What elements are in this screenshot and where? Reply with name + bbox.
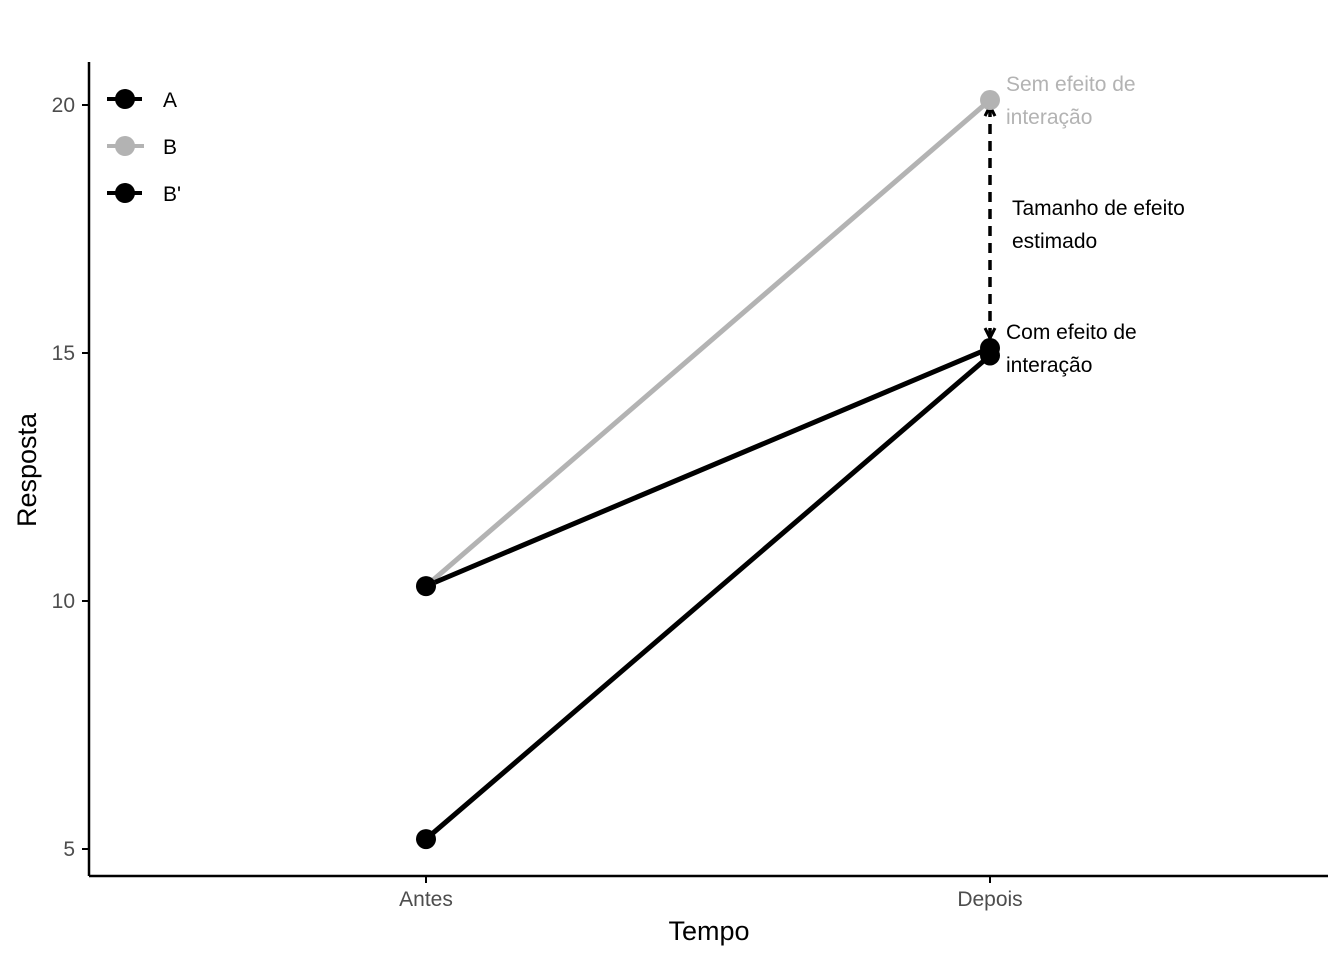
y-tick-label: 10 xyxy=(52,590,75,613)
series-points xyxy=(416,90,1000,850)
y-axis-title: Resposta xyxy=(12,412,42,527)
point-bprime-antes xyxy=(416,576,436,597)
legend-key-a xyxy=(107,89,144,109)
legend-label-a: A xyxy=(163,89,177,112)
y-tick-label: 15 xyxy=(52,342,75,365)
x-tick-label: Antes xyxy=(399,888,453,911)
annotation-no-interaction-line2: interação xyxy=(1006,106,1092,129)
legend-label-bprime: B' xyxy=(163,183,181,206)
y-tick-label: 5 xyxy=(63,838,75,861)
annotation-with-interaction-line1: Com efeito de xyxy=(1006,321,1137,344)
x-axis-title: Tempo xyxy=(668,916,749,946)
legend: A B B' xyxy=(107,89,181,206)
annotation-effect-size-line2: estimado xyxy=(1012,230,1097,253)
legend-key-point xyxy=(115,183,135,203)
legend-key-point xyxy=(115,136,135,156)
annotation-effect-size-line1: Tamanho de efeito xyxy=(1012,197,1185,220)
annotation-no-interaction-line1: Sem efeito de xyxy=(1006,73,1136,96)
effect-arrow xyxy=(983,102,997,342)
point-bprime-depois xyxy=(980,338,1000,359)
axes: 5 10 15 20 Antes Depois xyxy=(52,62,1328,911)
x-tick-label: Depois xyxy=(957,888,1022,911)
legend-key-bprime xyxy=(107,183,144,203)
series-line-a xyxy=(424,353,992,841)
series-line-b xyxy=(424,98,992,589)
legend-key-point xyxy=(115,89,135,109)
annotation-with-interaction-line2: interação xyxy=(1006,354,1092,377)
legend-label-b: B xyxy=(163,136,177,159)
series-line-bprime xyxy=(425,345,991,589)
annotations: Sem efeito de interação Tamanho de efeito e… xyxy=(1006,73,1185,377)
y-tick-label: 20 xyxy=(52,94,75,117)
point-b-depois xyxy=(980,90,1000,111)
series-lines xyxy=(424,98,992,841)
point-a-antes xyxy=(416,829,436,850)
legend-key-b xyxy=(107,136,144,156)
